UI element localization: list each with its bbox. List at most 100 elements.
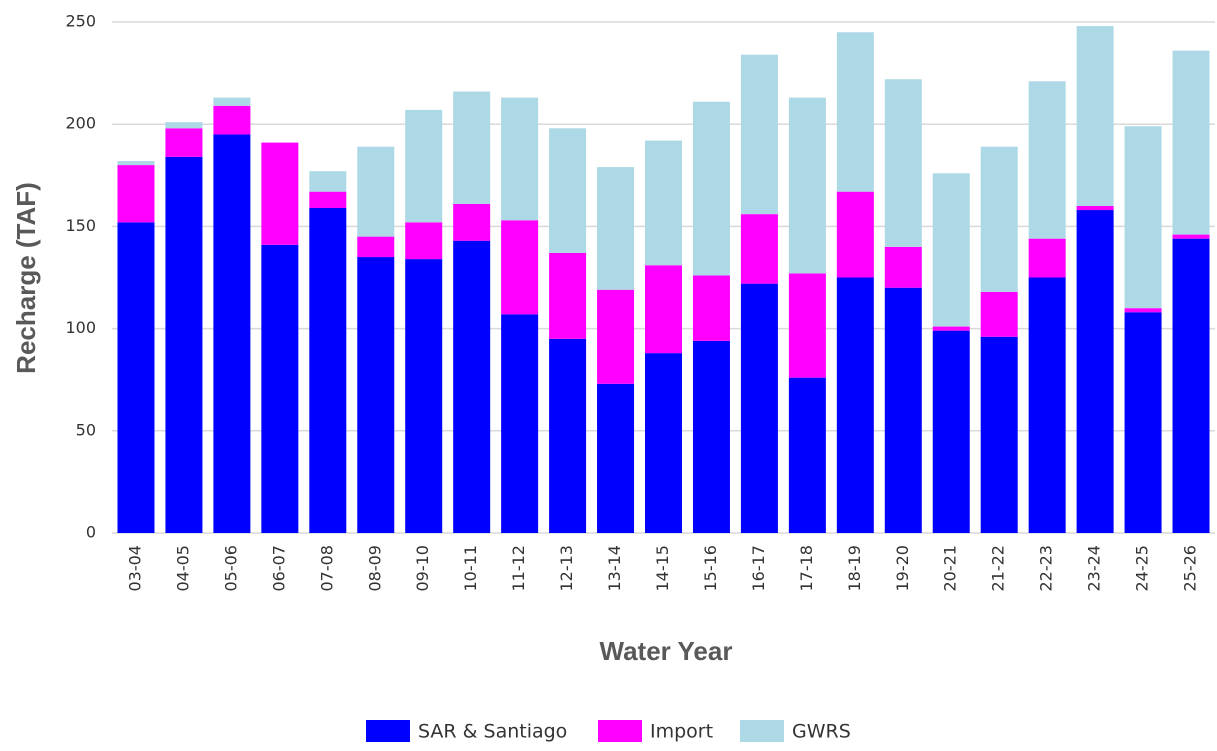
- y-tick-label: 50: [76, 420, 96, 439]
- legend-label: Import: [650, 721, 713, 743]
- x-axis-title: Water Year: [600, 636, 733, 666]
- x-tick-label: 06-07: [269, 545, 288, 592]
- y-tick-label: 250: [65, 12, 96, 31]
- bar-segment: [165, 128, 203, 157]
- bar-segment: [405, 222, 443, 260]
- x-tick-label: 03-04: [125, 545, 144, 592]
- x-tick-label: 12-13: [557, 545, 576, 592]
- bar-segment: [836, 277, 874, 533]
- bar-segment: [1028, 238, 1066, 278]
- bar-segment: [1124, 126, 1162, 309]
- bar-segment: [1124, 312, 1162, 533]
- bar-segment: [309, 208, 347, 533]
- bar-segment: [117, 222, 155, 533]
- bar-segment: [788, 273, 826, 378]
- x-tick-label: 16-17: [749, 545, 768, 592]
- bar-segment: [836, 32, 874, 192]
- bar-segment: [117, 165, 155, 223]
- x-tick-label: 25-26: [1181, 545, 1200, 592]
- bar-segment: [165, 156, 203, 534]
- bar-segment: [357, 146, 395, 237]
- bar-segment: [1028, 81, 1066, 239]
- x-tick-label: 19-20: [893, 545, 912, 592]
- bar-segment: [980, 146, 1018, 292]
- bar-segment: [357, 236, 395, 258]
- bar-segment: [788, 97, 826, 274]
- bar-segment: [501, 220, 539, 315]
- bar-segment: [788, 377, 826, 533]
- bar-segment: [453, 203, 491, 241]
- x-tick-label: 15-16: [701, 545, 720, 592]
- bar-segment: [453, 240, 491, 533]
- bar-segment: [117, 160, 155, 166]
- legend-label: GWRS: [792, 721, 851, 743]
- x-tick-label: 09-10: [413, 545, 432, 592]
- x-tick-label: 23-24: [1085, 545, 1104, 592]
- bar-segment: [405, 259, 443, 533]
- y-tick-label: 200: [65, 114, 96, 133]
- x-tick-label: 11-12: [509, 545, 528, 592]
- x-tick-label: 13-14: [605, 545, 624, 592]
- bar-segment: [165, 122, 203, 129]
- bar-segment: [932, 173, 970, 327]
- x-tick-label: 22-23: [1037, 545, 1056, 592]
- bar-segment: [501, 97, 539, 221]
- y-tick-label: 100: [65, 318, 96, 337]
- bar-segment: [980, 291, 1018, 337]
- bar-segment: [1076, 26, 1114, 206]
- y-tick-label: 0: [86, 523, 96, 542]
- bar-segment: [213, 134, 251, 534]
- x-tick-label: 17-18: [797, 545, 816, 592]
- bar-segment: [1124, 308, 1162, 313]
- bar-segment: [692, 340, 730, 533]
- bar-segment: [1028, 277, 1066, 533]
- bar-segment: [740, 54, 778, 215]
- legend-swatch: [366, 720, 410, 742]
- x-tick-label: 24-25: [1133, 545, 1152, 592]
- bar-segment: [884, 79, 922, 247]
- x-tick-label: 21-22: [989, 545, 1008, 592]
- bar-segment: [597, 383, 635, 533]
- y-tick-label: 150: [65, 216, 96, 235]
- bar-segment: [884, 246, 922, 288]
- legend-label: SAR & Santiago: [418, 721, 567, 743]
- legend-swatch: [598, 720, 642, 742]
- bar-segment: [549, 252, 587, 339]
- bar-segment: [645, 353, 682, 533]
- bar-segment: [692, 275, 730, 341]
- bar-segment: [645, 265, 682, 354]
- x-tick-label: 18-19: [845, 545, 864, 592]
- bar-segment: [740, 214, 778, 284]
- bar-segment: [932, 330, 970, 533]
- bar-segment: [980, 336, 1018, 533]
- bar-segment: [884, 287, 922, 533]
- x-tick-label: 08-09: [365, 545, 384, 592]
- bar-segment: [932, 326, 970, 331]
- bar-segment: [261, 244, 299, 533]
- bar-segment: [1172, 234, 1210, 239]
- x-tick-label: 07-08: [317, 545, 336, 592]
- bar-segment: [1076, 205, 1114, 211]
- bar-segment: [692, 101, 730, 276]
- bar-segment: [549, 338, 587, 533]
- x-tick-label: 20-21: [941, 545, 960, 592]
- bar-segment: [453, 91, 491, 204]
- bar-segment: [357, 257, 395, 533]
- bar-segment: [501, 314, 539, 533]
- x-tick-label: 04-05: [173, 545, 192, 592]
- bar-segment: [836, 191, 874, 278]
- bar-segment: [309, 171, 347, 192]
- bar-segment: [549, 128, 587, 253]
- x-tick-label: 10-11: [461, 545, 480, 592]
- bar-segment: [597, 289, 635, 384]
- bar-segment: [309, 191, 347, 209]
- bar-segment: [261, 142, 299, 245]
- bar-segment: [1172, 238, 1210, 533]
- legend-swatch: [740, 720, 784, 742]
- bar-segment: [645, 140, 682, 266]
- bar-segment: [213, 97, 251, 106]
- x-tick-label: 14-15: [653, 545, 672, 592]
- bar-segment: [597, 167, 635, 290]
- x-tick-label: 05-06: [221, 545, 240, 592]
